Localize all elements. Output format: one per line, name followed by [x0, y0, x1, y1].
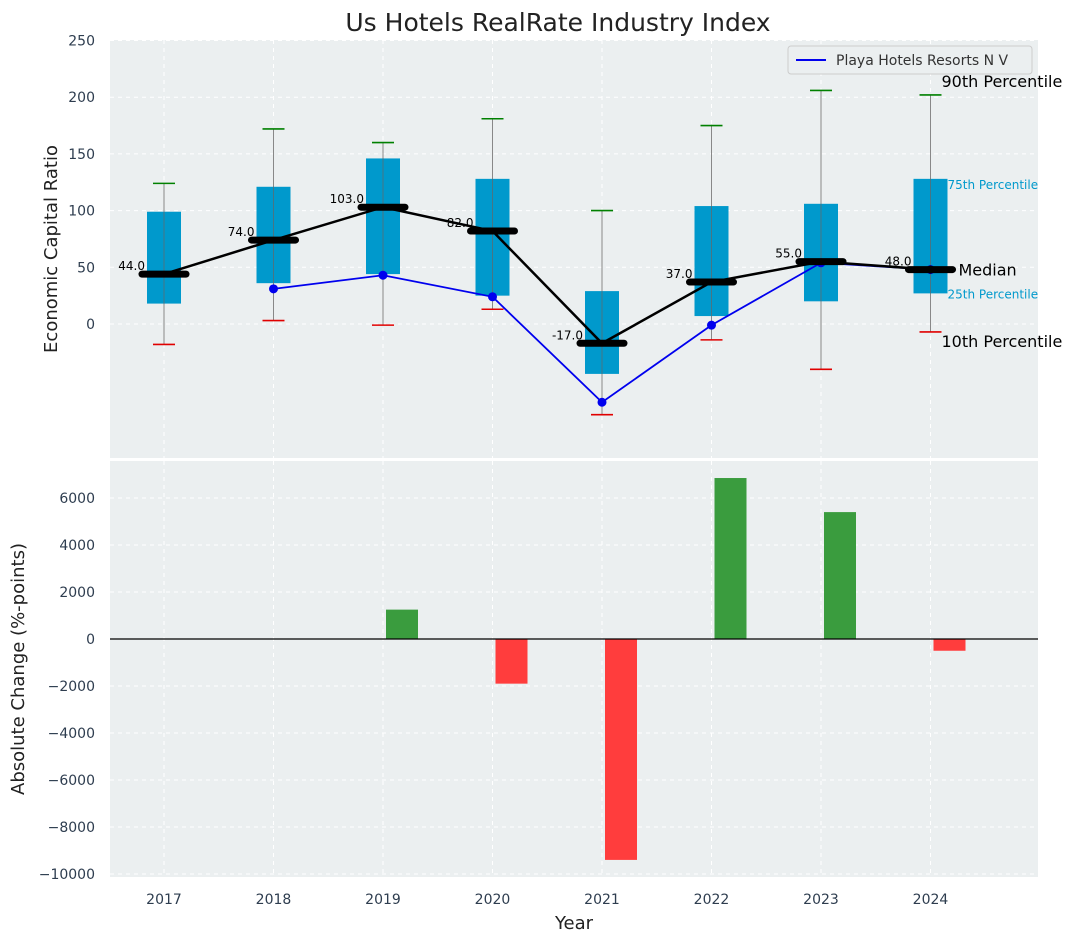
- top-y-tick-label: 100: [68, 204, 95, 220]
- x-tick-label: 2018: [256, 892, 292, 908]
- positive-change-bar: [386, 609, 418, 639]
- x-tick-label: 2017: [146, 892, 182, 908]
- legend-box: [787, 45, 1033, 75]
- company-point: [488, 292, 497, 302]
- bottom-y-tick-label: −6000: [48, 773, 95, 789]
- company-point: [707, 320, 716, 330]
- company-point: [269, 284, 278, 294]
- annotation-p25: 25th Percentile: [948, 287, 1039, 301]
- x-tick-label: 2020: [475, 892, 511, 908]
- bottom-panel-background: [110, 461, 1038, 877]
- top-panel-background: [110, 40, 1038, 458]
- legend-entry: Playa Hotels Resorts N V: [836, 53, 1009, 69]
- negative-change-bar: [605, 639, 637, 860]
- bottom-y-axis-label: Absolute Change (%-points): [8, 543, 29, 795]
- median-value-label: 55.0: [775, 247, 802, 261]
- x-tick-label: 2022: [694, 892, 730, 908]
- bottom-y-tick-label: −10000: [39, 867, 95, 883]
- median-value-label: 48.0: [885, 255, 912, 269]
- annotation-p10: 10th Percentile: [942, 332, 1063, 351]
- x-axis-label: Year: [554, 913, 594, 934]
- legend: Playa Hotels Resorts N V: [787, 45, 1033, 75]
- median-value-label: -17.0: [552, 328, 583, 342]
- bottom-y-tick-label: 4000: [59, 538, 95, 554]
- top-y-tick-label: 250: [68, 34, 95, 50]
- positive-change-bar: [824, 512, 856, 639]
- bottom-plot: [110, 478, 1038, 860]
- x-tick-label: 2024: [913, 892, 949, 908]
- median-value-label: 82.0: [447, 216, 474, 230]
- median-value-label: 44.0: [118, 259, 145, 273]
- annotation-median: Median: [959, 261, 1017, 280]
- bottom-y-tick-label: −8000: [48, 820, 95, 836]
- negative-change-bar: [495, 639, 528, 684]
- company-point: [378, 270, 388, 280]
- bottom-y-tick-label: 2000: [59, 585, 95, 601]
- bottom-y-tick-label: 0: [86, 632, 95, 648]
- top-y-tick-label: 200: [68, 90, 95, 106]
- negative-change-bar: [933, 639, 966, 651]
- annotation-p75: 75th Percentile: [948, 178, 1039, 192]
- chart-title: Us Hotels RealRate Industry Index: [345, 8, 770, 37]
- median-value-label: 74.0: [228, 225, 255, 239]
- median-end-point: [926, 265, 935, 274]
- annotation-p90: 90th Percentile: [942, 72, 1063, 91]
- median-value-label: 103.0: [330, 192, 364, 206]
- positive-change-bar: [714, 478, 747, 639]
- top-plot: 44.0 74.0 103.0 82.0 -17.0 37.0 55.0 48.0 90th P…: [118, 72, 1063, 416]
- bottom-y-tick-label: 6000: [59, 491, 95, 507]
- top-y-tick-label: 50: [77, 260, 95, 276]
- x-tick-label: 2023: [803, 892, 839, 908]
- top-y-tick-label: 0: [86, 317, 95, 333]
- median-value-label: 37.0: [666, 267, 693, 281]
- company-point: [597, 397, 607, 407]
- x-tick-label: 2019: [365, 892, 401, 908]
- top-y-tick-label: 150: [68, 147, 95, 163]
- bottom-grid: [110, 461, 1038, 877]
- bottom-y-tick-label: −2000: [48, 679, 95, 695]
- x-tick-label: 2021: [584, 892, 620, 908]
- bottom-y-tick-label: −4000: [48, 726, 95, 742]
- top-y-axis-label: Economic Capital Ratio: [41, 145, 62, 353]
